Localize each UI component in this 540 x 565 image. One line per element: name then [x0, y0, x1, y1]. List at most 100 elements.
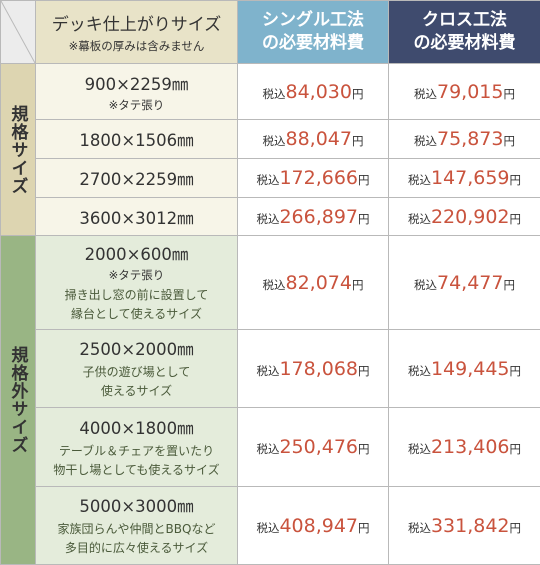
header-row: デッキ仕上がりサイズ ※幕板の厚みは含みません シングル工法 の必要材料費 クロ…	[1, 1, 540, 64]
description-line: 使えるサイズ	[36, 382, 237, 401]
price-value: 331,842	[431, 515, 510, 537]
single-price-cell: 税込408,947円	[238, 487, 389, 565]
cross-price-cell: 税込74,477円	[389, 236, 540, 330]
tax-included-label: 税込	[408, 521, 431, 535]
single-method-header: シングル工法 の必要材料費	[238, 1, 389, 64]
yen-unit: 円	[358, 442, 370, 456]
description-line: テーブル＆チェアを置いたり	[36, 442, 237, 461]
yen-unit: 円	[503, 87, 515, 101]
cross-price-cell: 税込75,873円	[389, 120, 540, 159]
price-value: 84,030	[286, 81, 352, 103]
price-value: 82,074	[286, 272, 352, 294]
cross-price-cell: 税込79,015円	[389, 64, 540, 120]
size-description: テーブル＆チェアを置いたり 物干し場としても使えるサイズ	[36, 442, 237, 479]
tax-included-label: 税込	[256, 442, 279, 456]
cross-header-line1: クロス工法	[389, 9, 540, 32]
single-header-line2: の必要材料費	[238, 32, 388, 55]
tax-included-label: 税込	[256, 173, 279, 187]
yen-unit: 円	[352, 134, 364, 148]
table-row: 3600×3012㎜ 税込266,897円 税込220,902円	[1, 198, 540, 236]
tax-included-label: 税込	[414, 278, 437, 292]
yen-unit: 円	[510, 521, 522, 535]
single-price-cell: 税込88,047円	[238, 120, 389, 159]
price-value: 250,476	[279, 436, 358, 458]
single-price-cell: 税込266,897円	[238, 198, 389, 236]
single-price-cell: 税込82,074円	[238, 236, 389, 330]
size-dimension: 2700×2259㎜	[36, 166, 237, 190]
description-line: 家族団らんや仲間とBBQなど	[36, 520, 237, 539]
cross-header-line2: の必要材料費	[389, 32, 540, 55]
size-cell: 5000×3000㎜ 家族団らんや仲間とBBQなど 多目的に広々使えるサイズ	[36, 487, 238, 565]
yen-unit: 円	[503, 134, 515, 148]
tax-included-label: 税込	[256, 212, 279, 226]
size-cell: 2000×600㎜ ※タテ張り 掃き出し窓の前に設置して 縁台として使えるサイズ	[36, 236, 238, 330]
single-price-cell: 税込250,476円	[238, 408, 389, 487]
cross-price-cell: 税込147,659円	[389, 159, 540, 198]
size-header-title: デッキ仕上がりサイズ	[36, 10, 237, 35]
size-description: 掃き出し窓の前に設置して 縁台として使えるサイズ	[36, 286, 237, 323]
size-dimension: 3600×3012㎜	[36, 205, 237, 229]
table-row: 規格外サイズ 2000×600㎜ ※タテ張り 掃き出し窓の前に設置して 縁台とし…	[1, 236, 540, 330]
price-value: 75,873	[437, 128, 503, 150]
price-value: 74,477	[437, 272, 503, 294]
price-value: 213,406	[431, 436, 510, 458]
corner-cell	[1, 1, 36, 64]
description-line: 掃き出し窓の前に設置して	[36, 286, 237, 305]
size-dimension: 4000×1800㎜	[36, 415, 237, 439]
price-value: 149,445	[431, 358, 510, 380]
tax-included-label: 税込	[414, 134, 437, 148]
custom-category-label: 規格外サイズ	[6, 346, 31, 454]
yen-unit: 円	[358, 364, 370, 378]
size-dimension: 2000×600㎜	[36, 241, 237, 265]
size-note: ※タテ張り	[36, 267, 237, 283]
description-line: 物干し場としても使えるサイズ	[36, 461, 237, 480]
size-header-note: ※幕板の厚みは含みません	[36, 38, 237, 54]
tax-included-label: 税込	[408, 173, 431, 187]
standard-size-category: 規格サイズ	[1, 64, 36, 236]
price-value: 147,659	[431, 167, 510, 189]
tax-included-label: 税込	[263, 134, 286, 148]
yen-unit: 円	[352, 278, 364, 292]
tax-included-label: 税込	[256, 521, 279, 535]
diagonal-line	[1, 1, 35, 63]
price-value: 266,897	[279, 206, 358, 228]
price-value: 79,015	[437, 81, 503, 103]
price-value: 408,947	[279, 515, 358, 537]
description-line: 多目的に広々使えるサイズ	[36, 539, 237, 558]
table-row: 4000×1800㎜ テーブル＆チェアを置いたり 物干し場としても使えるサイズ …	[1, 408, 540, 487]
size-description: 家族団らんや仲間とBBQなど 多目的に広々使えるサイズ	[36, 520, 237, 557]
size-dimension: 5000×3000㎜	[36, 493, 237, 517]
price-value: 88,047	[286, 128, 352, 150]
cross-price-cell: 税込213,406円	[389, 408, 540, 487]
single-price-cell: 税込172,666円	[238, 159, 389, 198]
price-value: 220,902	[431, 206, 510, 228]
size-note: ※タテ張り	[36, 97, 237, 113]
cross-method-header: クロス工法 の必要材料費	[389, 1, 540, 64]
size-description: 子供の遊び場として 使えるサイズ	[36, 363, 237, 400]
size-cell: 2500×2000㎜ 子供の遊び場として 使えるサイズ	[36, 330, 238, 408]
size-cell: 900×2259㎜ ※タテ張り	[36, 64, 238, 120]
custom-size-category: 規格外サイズ	[1, 236, 36, 565]
yen-unit: 円	[352, 87, 364, 101]
yen-unit: 円	[503, 278, 515, 292]
single-price-cell: 税込178,068円	[238, 330, 389, 408]
description-line: 縁台として使えるサイズ	[36, 305, 237, 324]
tax-included-label: 税込	[408, 442, 431, 456]
yen-unit: 円	[358, 521, 370, 535]
size-column-header: デッキ仕上がりサイズ ※幕板の厚みは含みません	[36, 1, 238, 64]
tax-included-label: 税込	[408, 212, 431, 226]
tax-included-label: 税込	[263, 278, 286, 292]
size-cell: 3600×3012㎜	[36, 198, 238, 236]
table-row: 2500×2000㎜ 子供の遊び場として 使えるサイズ 税込178,068円 税…	[1, 330, 540, 408]
yen-unit: 円	[510, 212, 522, 226]
size-dimension: 2500×2000㎜	[36, 336, 237, 360]
yen-unit: 円	[358, 212, 370, 226]
tax-included-label: 税込	[414, 87, 437, 101]
single-price-cell: 税込84,030円	[238, 64, 389, 120]
yen-unit: 円	[510, 173, 522, 187]
description-line: 子供の遊び場として	[36, 363, 237, 382]
cross-price-cell: 税込331,842円	[389, 487, 540, 565]
table-row: 5000×3000㎜ 家族団らんや仲間とBBQなど 多目的に広々使えるサイズ 税…	[1, 487, 540, 565]
cross-price-cell: 税込220,902円	[389, 198, 540, 236]
size-cell: 4000×1800㎜ テーブル＆チェアを置いたり 物干し場としても使えるサイズ	[36, 408, 238, 487]
